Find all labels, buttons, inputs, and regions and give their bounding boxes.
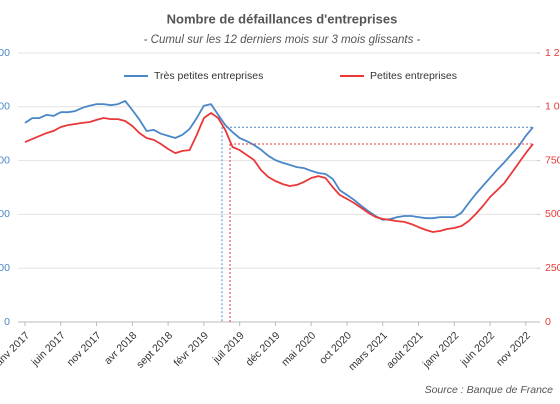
legend-label: Très petites entreprises [154,70,263,82]
chart-subtitle: - Cumul sur les 12 derniers mois sur 3 m… [144,34,421,46]
source-note: Source : Banque de France [425,384,554,396]
y-tick-label: 10 000 [0,262,10,274]
x-tick-label: juin 2022 [458,329,497,368]
series-line [24,112,534,233]
legend-label: Petites entreprises [370,70,457,82]
x-tick-label: sept 2018 [134,329,175,370]
x-tick-label: nov 2017 [65,329,104,368]
y-tick-label: 40 000 [0,101,10,113]
y2-tick-label: 500 [545,208,560,220]
x-tick-label: juin 2017 [29,329,68,368]
y2-tick-label: 250 [545,262,560,274]
y-tick-label: 50 000 [0,47,10,59]
x-tick-label: janv 2022 [420,329,462,371]
x-tick-label: août 2021 [384,329,426,371]
x-tick-label: nov 2022 [494,329,533,368]
chart-title: Nombre de défaillances d'entreprises [167,11,398,26]
x-tick-label: juil 2019 [210,329,247,366]
x-tick-label: déc 2019 [243,329,282,368]
y-tick-label: 30 000 [0,154,10,166]
x-tick-label: janv 2017 [0,329,32,371]
x-tick-label: mars 2021 [346,329,390,373]
y-tick-label: 20 000 [0,208,10,220]
series-line [24,100,534,221]
y-tick-label: 0 [4,316,10,328]
y2-tick-label: 1 000 [545,101,560,113]
y2-tick-label: 0 [545,316,551,328]
x-tick-label: févr 2019 [172,329,212,369]
y2-tick-label: 1 250 [545,47,560,59]
y2-tick-label: 750 [545,154,560,166]
x-tick-label: mai 2020 [279,329,318,368]
